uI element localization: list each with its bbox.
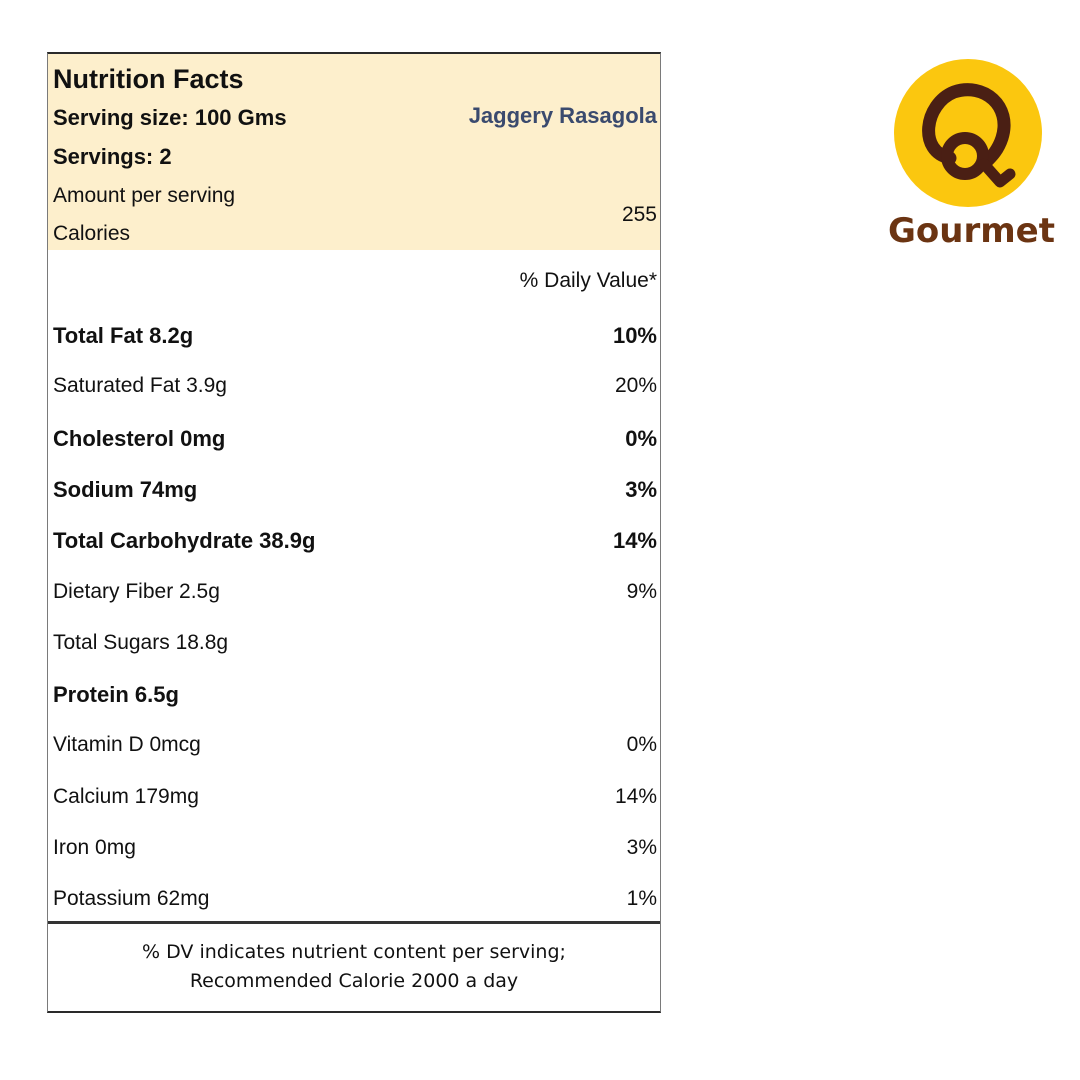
footnote-divider (48, 921, 660, 924)
nutrient-daily-value: 14% (612, 528, 657, 554)
nutrient-row: Dietary Fiber 2.5g 9% (48, 572, 660, 612)
nutrient-daily-value: 20% (614, 374, 657, 398)
label-title: Nutrition Facts (53, 64, 244, 94)
nutrient-daily-value: 10% (612, 323, 657, 348)
nutrient-daily-value: 3% (626, 836, 657, 859)
nutrient-name: Calcium 179mg (53, 784, 199, 808)
nutrient-row: Total Sugars 18.8g (48, 623, 660, 663)
nutrient-row: Vitamin D 0mcg 0% (48, 725, 660, 765)
nutrient-name: Total Carbohydrate 38.9g (53, 528, 316, 554)
nutrient-row: Protein 6.5g (48, 674, 660, 714)
nutrient-daily-value: 14% (614, 784, 657, 808)
nutrient-name: Potassium 62mg (53, 887, 210, 911)
nutrient-daily-value: 9% (626, 579, 657, 603)
nutrient-row: Total Fat 8.2g 10% (48, 315, 660, 355)
nutrient-row: Potassium 62mg 1% (48, 879, 660, 919)
nutrient-name: Total Fat 8.2g (53, 323, 194, 348)
nutrient-name: Total Sugars 18.8g (53, 630, 229, 654)
gourmet-logo: Gourmet (888, 56, 1055, 256)
footnote: % DV indicates nutrient content per serv… (48, 938, 660, 996)
nutrient-row: Sodium 74mg 3% (48, 469, 660, 509)
nutrient-name: Vitamin D 0mcg (53, 733, 201, 757)
serving-size: Serving size: 100 Gms (53, 105, 287, 130)
calories-value: 255 (621, 203, 657, 226)
nutrient-row: Total Carbohydrate 38.9g 14% (48, 520, 660, 560)
nutrition-facts-label: Nutrition Facts Serving size: 100 Gms Ja… (47, 52, 661, 1013)
nutrient-daily-value: 1% (626, 887, 657, 911)
label-header: Nutrition Facts Serving size: 100 Gms Ja… (48, 54, 660, 250)
nutrient-row: Saturated Fat 3.9g 20% (48, 366, 660, 406)
nutrient-name: Dietary Fiber 2.5g (53, 579, 220, 603)
nutrient-row: Cholesterol 0mg 0% (48, 418, 660, 458)
nutrient-daily-value: 0% (625, 425, 657, 451)
product-name: Jaggery Rasagola (468, 103, 657, 128)
nutrient-name: Iron 0mg (53, 836, 136, 859)
servings-count: Servings: 2 (53, 144, 172, 169)
logo-mark-icon (894, 59, 1042, 207)
amount-per-serving: Amount per serving (53, 184, 236, 207)
logo-text: Gourmet (888, 211, 1055, 251)
nutrient-name: Protein 6.5g (53, 682, 179, 708)
calories-label: Calories (53, 222, 131, 245)
footnote-line: % DV indicates nutrient content per serv… (142, 941, 566, 963)
nutrient-daily-value: 3% (625, 476, 657, 502)
footnote-line: Recommended Calorie 2000 a day (189, 970, 519, 992)
nutrient-name: Cholesterol 0mg (53, 425, 226, 451)
daily-value-header: % Daily Value* (519, 269, 657, 292)
nutrient-row: Iron 0mg 3% (48, 828, 660, 868)
nutrient-name: Sodium 74mg (53, 476, 198, 502)
nutrient-name: Saturated Fat 3.9g (53, 374, 227, 398)
nutrient-row: Calcium 179mg 14% (48, 777, 660, 817)
nutrient-daily-value: 0% (626, 733, 657, 757)
